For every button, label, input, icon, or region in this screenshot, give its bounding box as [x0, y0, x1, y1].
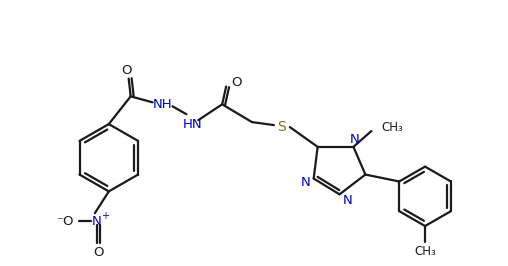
Text: O: O — [93, 246, 104, 259]
Text: CH₃: CH₃ — [382, 120, 403, 134]
Text: NH: NH — [153, 98, 172, 111]
Text: ⁻O: ⁻O — [56, 215, 74, 228]
Text: +: + — [101, 211, 109, 221]
Text: O: O — [121, 64, 132, 77]
Text: N: N — [350, 134, 359, 146]
Text: S: S — [277, 120, 286, 134]
Text: N: N — [92, 215, 102, 228]
Text: N: N — [301, 176, 310, 189]
Text: O: O — [231, 76, 241, 89]
Text: HN: HN — [182, 118, 202, 131]
Text: N: N — [342, 194, 353, 207]
Text: CH₃: CH₃ — [414, 245, 436, 258]
